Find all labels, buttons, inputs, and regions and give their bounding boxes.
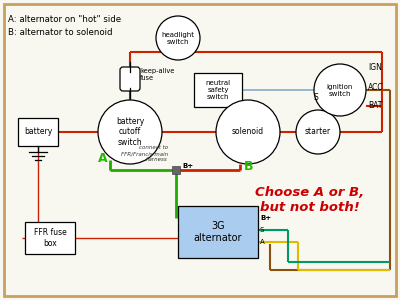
Text: B: alternator to solenoid: B: alternator to solenoid — [8, 28, 112, 37]
Circle shape — [296, 110, 340, 154]
FancyBboxPatch shape — [172, 166, 180, 174]
Text: A: A — [98, 152, 108, 165]
Circle shape — [314, 64, 366, 116]
Text: solenoid: solenoid — [232, 128, 264, 136]
Text: A: A — [260, 239, 265, 245]
Text: 3G
alternator: 3G alternator — [194, 221, 242, 243]
FancyBboxPatch shape — [194, 73, 242, 107]
Text: FFR fuse
box: FFR fuse box — [34, 228, 66, 248]
Text: S: S — [313, 94, 318, 103]
Text: ignition
switch: ignition switch — [327, 83, 353, 97]
Text: B: B — [244, 160, 254, 173]
Text: neutral
safety
switch: neutral safety switch — [206, 80, 230, 100]
Text: Choose A or B,
but not both!: Choose A or B, but not both! — [256, 186, 364, 214]
FancyBboxPatch shape — [18, 118, 58, 146]
Circle shape — [216, 100, 280, 164]
Text: battery: battery — [24, 128, 52, 136]
Text: B+: B+ — [260, 215, 271, 221]
Text: battery
cutoff
switch: battery cutoff switch — [116, 117, 144, 147]
Text: keep-alive
fuse: keep-alive fuse — [140, 68, 174, 80]
Text: B+: B+ — [182, 163, 193, 169]
Text: ACC: ACC — [368, 83, 384, 92]
FancyBboxPatch shape — [25, 222, 75, 254]
Circle shape — [156, 16, 200, 60]
Text: IGN: IGN — [368, 64, 382, 73]
FancyBboxPatch shape — [178, 206, 258, 258]
FancyBboxPatch shape — [120, 67, 140, 91]
Text: S: S — [260, 227, 264, 233]
Circle shape — [98, 100, 162, 164]
Text: BAT: BAT — [368, 101, 382, 110]
Text: A: alternator on "hot" side: A: alternator on "hot" side — [8, 15, 121, 24]
Text: headlight
switch: headlight switch — [162, 32, 194, 44]
Text: connect to
FFR/Francis main
harness: connect to FFR/Francis main harness — [121, 146, 168, 162]
Text: starter: starter — [305, 128, 331, 136]
